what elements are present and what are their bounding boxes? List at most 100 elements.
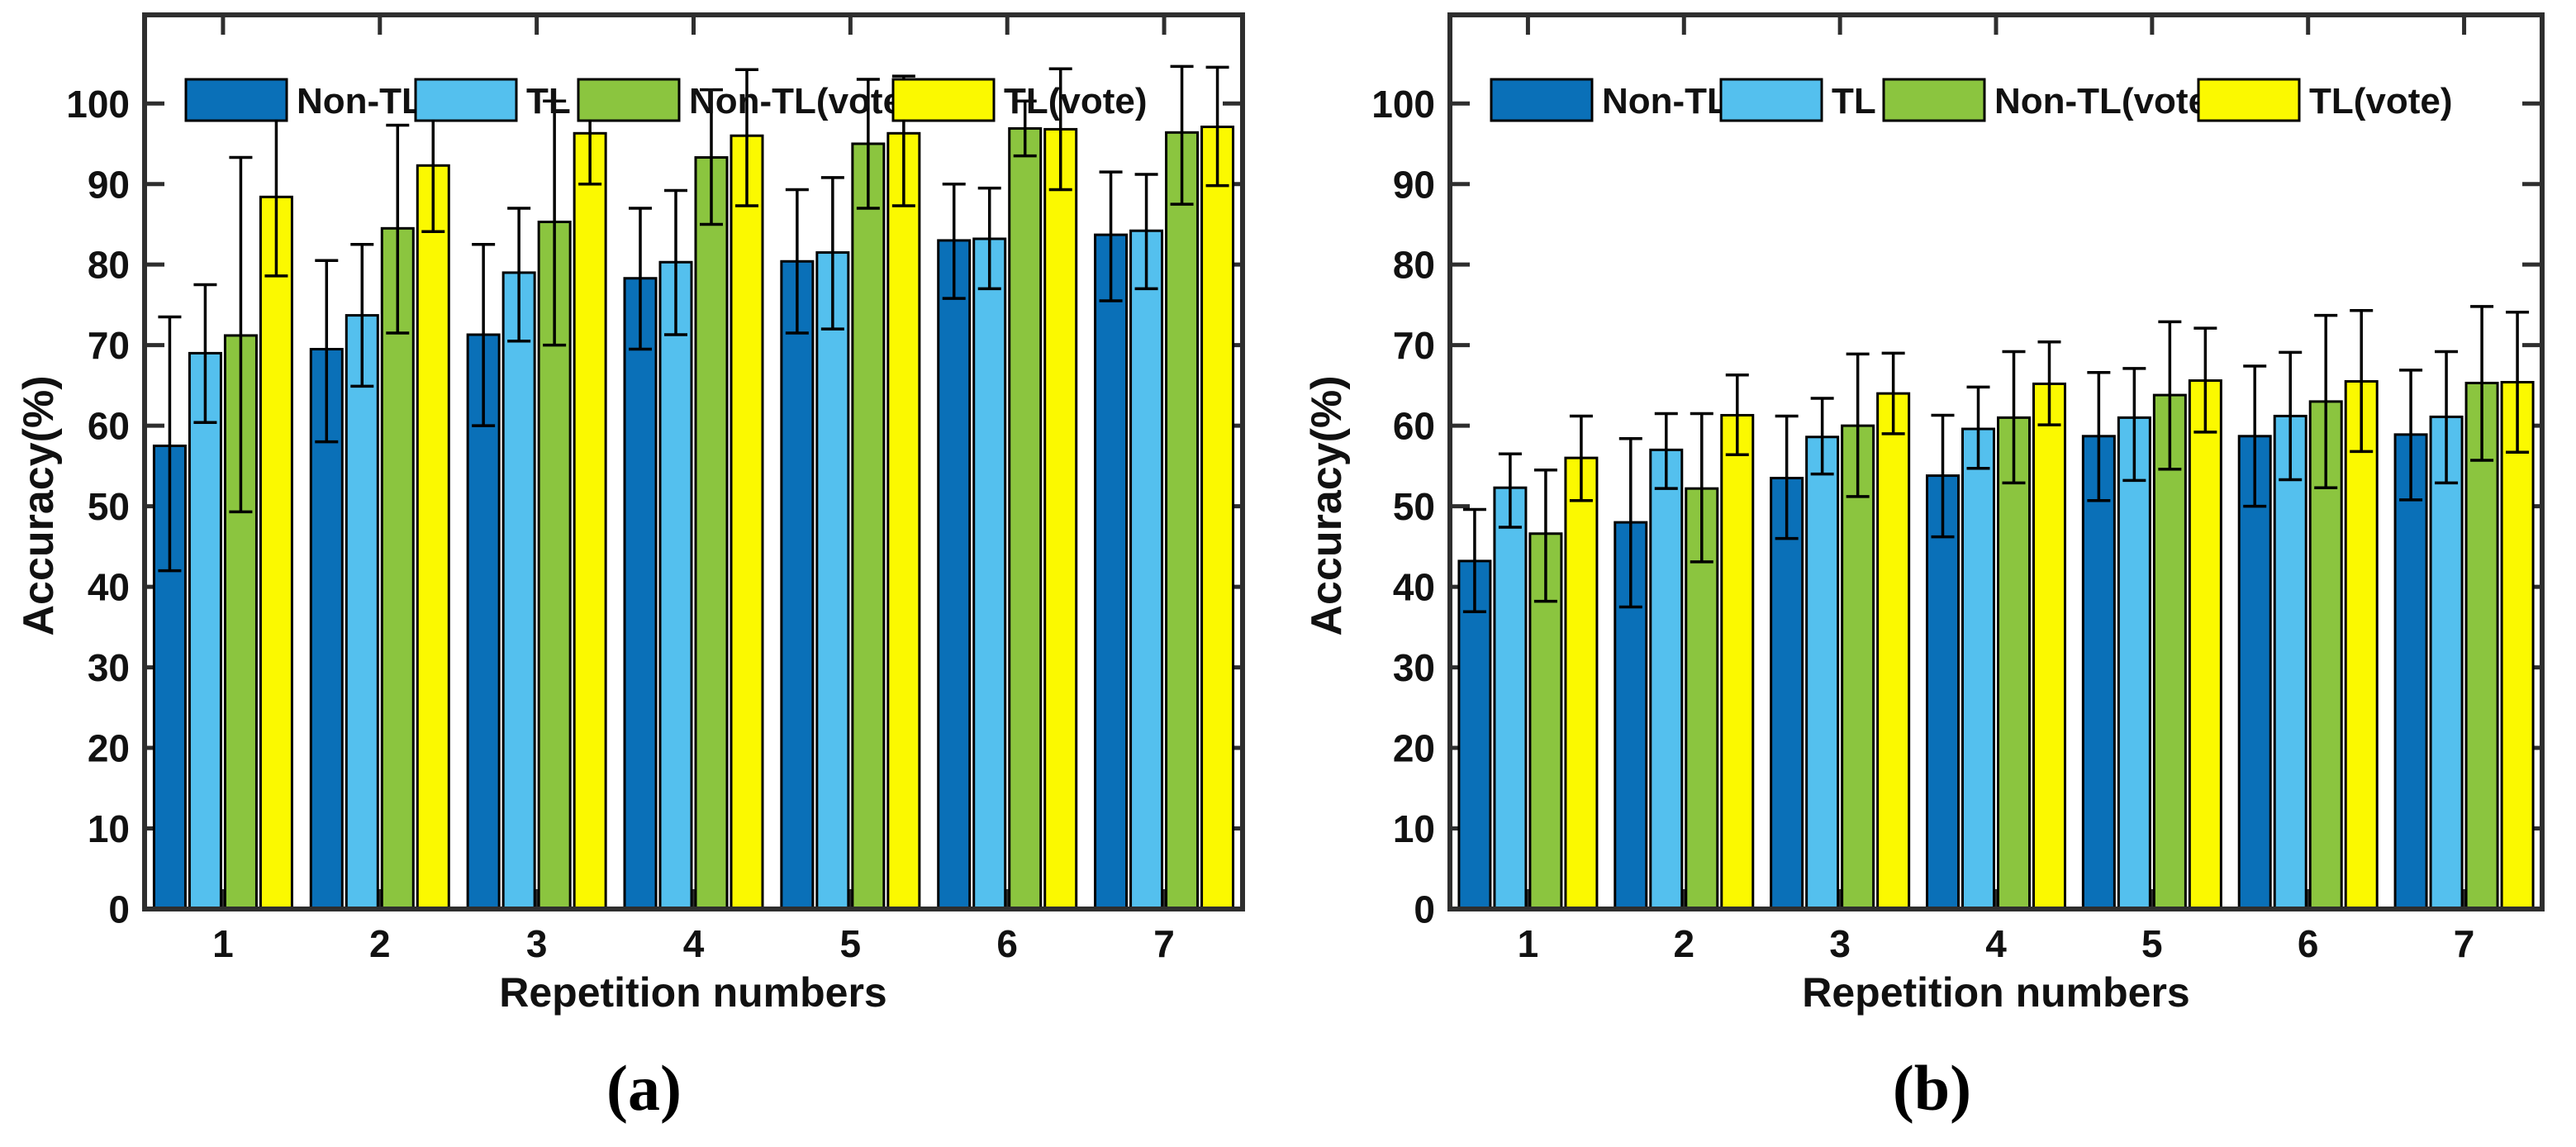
plot-area-b: 0 10 20 30 40 50 60 70 80 90 100 1 2 3 4 5 6 7 Non-TL TL Non… [1371,12,2545,965]
bar-tl-rep7 [2429,415,2464,911]
bar-tl-vote-rep6 [2344,380,2379,911]
y-tick-label: 40 [88,566,130,609]
bar-tl-vote-rep2 [1720,413,1755,911]
bar-non-tl-rep5 [780,259,815,911]
x-tick-label: 4 [1985,922,2007,965]
legend-swatch-non-tl [184,78,288,122]
chart-panel-a: Accuracy(%) Repetition numbers 0 10 20 30 40… [15,12,1245,1016]
bar-non-tl-vote-rep5 [851,142,886,911]
y-tick-label: 40 [1393,566,1435,609]
x-tick-label: 7 [1153,922,1175,965]
bar-non-tl-vote-rep4 [694,156,729,911]
bar-tl-vote-rep5 [886,131,921,911]
y-tick-label: 50 [1393,485,1435,528]
y-tick-label: 60 [88,405,130,448]
legend-label-tl-vote: TL(vote) [1004,81,1148,121]
bar-tl-vote-rep7 [1200,125,1235,911]
legend-label-non-tl: Non-TL [297,81,424,121]
bar-tl-rep4 [1961,427,1995,911]
bar-tl-rep4 [658,260,693,911]
y-tick-label: 20 [88,727,130,770]
bar-tl-vote-rep1 [1564,456,1599,911]
bar-non-tl-vote-rep3 [1841,424,1875,911]
x-tick-label: 6 [996,922,1018,965]
panel-caption-a: (a) [606,1052,682,1124]
bar-tl-rep5 [815,251,850,911]
bar-tl-vote-rep4 [2032,382,2066,911]
legend-swatch-tl-vote [891,78,996,122]
bar-non-tl-rep7 [2393,433,2428,911]
legend-label-tl: TL [1832,81,1876,121]
plot-area-a: 0 10 20 30 40 50 60 70 80 90 100 1 2 3 4 5 6 7 Non-TL TL Non… [66,12,1245,965]
y-tick-label: 90 [88,163,130,206]
y-tick-label: 20 [1393,727,1435,770]
legend-swatch-non-tl-vote [1882,78,1986,122]
bar-tl-rep3 [1805,435,1840,911]
legend-label-tl: TL [526,81,571,121]
y-axis-label-a: Accuracy(%) [15,375,63,635]
legend-swatch-tl-vote [2197,78,2301,122]
bar-tl-rep1 [188,351,222,911]
y-tick-label: 0 [1414,888,1435,931]
bar-tl-vote-rep5 [2188,379,2222,911]
bar-non-tl-rep1 [1457,559,1492,911]
bar-tl-rep2 [345,314,379,911]
plot-box [1447,12,2545,911]
bar-non-tl-rep7 [1094,233,1129,911]
bar-tl-vote-rep4 [730,134,764,911]
bar-tl-vote-rep7 [2500,380,2535,911]
panel-caption-b: (b) [1892,1052,1972,1124]
legend-label-tl-vote: TL(vote) [2309,81,2453,121]
x-tick-label: 5 [840,922,862,965]
legend-swatch-tl [414,78,518,122]
x-tick-label: 1 [212,922,234,965]
x-axis-label-a: Repetition numbers [499,969,886,1016]
x-tick-label: 2 [1673,922,1694,965]
bar-non-tl-vote-rep6 [1008,126,1043,911]
x-tick-label: 6 [2298,922,2319,965]
bar-non-tl-rep4 [623,277,658,911]
y-tick-label: 50 [88,485,130,528]
bar-non-tl-vote-rep5 [2152,393,2187,911]
bar-non-tl-rep5 [2081,435,2116,911]
bar-tl-rep7 [1129,229,1164,911]
chart-panel-b: Accuracy(%) Repetition numbers 0 10 20 30 40… [1303,12,2545,1016]
y-tick-label: 100 [66,83,130,126]
bar-tl-rep2 [1649,448,1684,911]
bar-non-tl-vote-rep7 [2464,381,2499,911]
bar-tl-vote-rep6 [1043,127,1078,911]
x-tick-label: 3 [526,922,548,965]
y-tick-label: 30 [88,646,130,689]
x-tick-label: 4 [683,922,705,965]
bar-tl-vote-rep3 [1876,392,1911,911]
legend-label-non-tl-vote: Non-TL(vote) [689,81,915,121]
x-tick-label: 3 [1829,922,1851,965]
y-tick-label: 60 [1393,405,1435,448]
x-tick-label: 2 [369,922,391,965]
bar-non-tl-vote-rep4 [1997,416,2031,911]
bar-tl-rep1 [1493,486,1528,911]
bar-tl-rep3 [501,271,536,911]
bar-tl-rep6 [2273,414,2307,911]
legend-label-non-tl: Non-TL [1602,81,1729,121]
legend-swatch-non-tl-vote [577,78,681,122]
y-tick-label: 10 [1393,807,1435,850]
bar-tl-rep5 [2117,416,2151,911]
x-tick-label: 5 [2141,922,2163,965]
y-tick-label: 80 [88,244,130,287]
bar-non-tl-rep3 [466,333,501,911]
bar-non-tl-rep6 [937,239,972,911]
y-tick-label: 70 [88,324,130,367]
y-tick-label: 80 [1393,244,1435,287]
y-tick-label: 70 [1393,324,1435,367]
bar-non-tl-rep3 [1770,476,1804,911]
bar-tl-vote-rep3 [573,131,607,911]
bar-non-tl-vote-rep1 [1528,532,1563,911]
bar-non-tl-vote-rep7 [1165,131,1200,911]
y-axis-label-b: Accuracy(%) [1303,375,1351,635]
legend-swatch-non-tl [1490,78,1594,122]
x-tick-label: 7 [2454,922,2475,965]
bar-tl-vote-rep2 [416,164,450,911]
legend-swatch-tl [1719,78,1823,122]
